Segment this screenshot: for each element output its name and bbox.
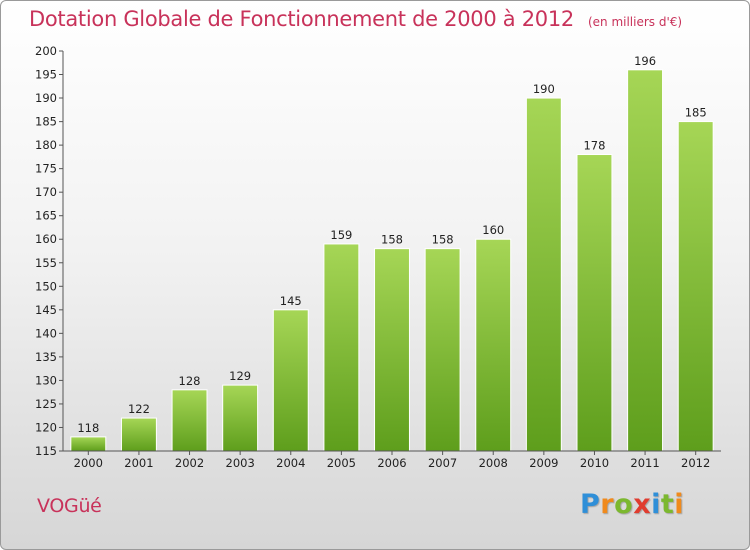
y-tick-label-185: 185	[35, 115, 57, 129]
bar-2010	[576, 154, 613, 452]
x-tick-label-2003: 2003	[226, 456, 255, 470]
bar-2000	[70, 436, 107, 452]
value-label-2011: 196	[634, 54, 656, 68]
bar-2001	[120, 417, 157, 452]
logo-letter: r	[600, 489, 615, 520]
x-tick-label-2009: 2009	[529, 456, 558, 470]
value-label-2009: 190	[533, 82, 555, 96]
bar-2005	[323, 243, 360, 452]
y-tick-label-195: 195	[35, 68, 57, 82]
y-tick-label-135: 135	[35, 350, 57, 364]
value-label-2012: 185	[685, 106, 707, 120]
bar-2004	[272, 309, 309, 452]
y-tick-label-155: 155	[35, 256, 57, 270]
x-tick-label-2002: 2002	[175, 456, 204, 470]
y-tick-label-160: 160	[35, 232, 57, 246]
bar-2011	[627, 69, 664, 452]
y-tick-label-190: 190	[35, 91, 57, 105]
y-tick-label-145: 145	[35, 303, 57, 317]
y-tick-label-180: 180	[35, 138, 57, 152]
x-tick-label-2008: 2008	[479, 456, 508, 470]
bar-2009	[525, 97, 562, 452]
x-tick-label-2005: 2005	[327, 456, 356, 470]
logo-letter: i	[651, 489, 661, 520]
value-label-2006: 158	[381, 233, 403, 247]
y-tick-label-170: 170	[35, 185, 57, 199]
x-tick-label-2001: 2001	[124, 456, 153, 470]
y-tick-label-115: 115	[35, 444, 57, 458]
logo-letter: o	[614, 489, 634, 520]
logo-letter: i	[674, 489, 685, 520]
y-tick-label-165: 165	[35, 209, 57, 223]
x-tick-label-2006: 2006	[377, 456, 406, 470]
value-label-2004: 145	[280, 294, 302, 308]
y-tick-label-150: 150	[35, 279, 57, 293]
x-tick-label-2011: 2011	[630, 456, 659, 470]
y-tick-label-130: 130	[35, 373, 57, 387]
value-label-2003: 129	[229, 369, 251, 383]
value-label-2001: 122	[128, 402, 150, 416]
commune-name: VOGüé	[37, 495, 102, 517]
value-label-2010: 178	[583, 139, 605, 153]
bar-2002	[171, 389, 208, 452]
logo-letter: t	[660, 489, 675, 520]
value-label-2002: 128	[179, 374, 201, 388]
value-label-2007: 158	[432, 233, 454, 247]
y-tick-label-120: 120	[35, 420, 57, 434]
chart-unit: (en milliers d'€)	[587, 15, 683, 29]
proxiti-logo: Proxiti	[580, 489, 684, 520]
value-label-2000: 118	[77, 421, 99, 435]
x-tick-label-2000: 2000	[74, 456, 103, 470]
chart-title-text: Dotation Globale de Fonctionnement de 20…	[29, 7, 574, 31]
x-tick-label-2004: 2004	[276, 456, 305, 470]
x-tick-label-2007: 2007	[428, 456, 457, 470]
logo-letter: P	[580, 489, 601, 520]
value-label-2008: 160	[482, 223, 504, 237]
x-tick-label-2010: 2010	[580, 456, 609, 470]
bar-2007	[424, 248, 461, 452]
bar-2012	[677, 121, 714, 452]
y-tick-label-125: 125	[35, 397, 57, 411]
y-tick-label-140: 140	[35, 326, 57, 340]
y-tick-label-200: 200	[35, 44, 57, 58]
bar-2008	[475, 238, 512, 452]
chart-title: Dotation Globale de Fonctionnement de 20…	[29, 7, 682, 31]
bar-2003	[222, 384, 259, 452]
bar-2006	[374, 248, 410, 452]
logo-letter: x	[633, 489, 652, 520]
x-tick-label-2012: 2012	[681, 456, 710, 470]
y-tick-label-175: 175	[35, 162, 57, 176]
value-label-2005: 159	[330, 228, 352, 242]
